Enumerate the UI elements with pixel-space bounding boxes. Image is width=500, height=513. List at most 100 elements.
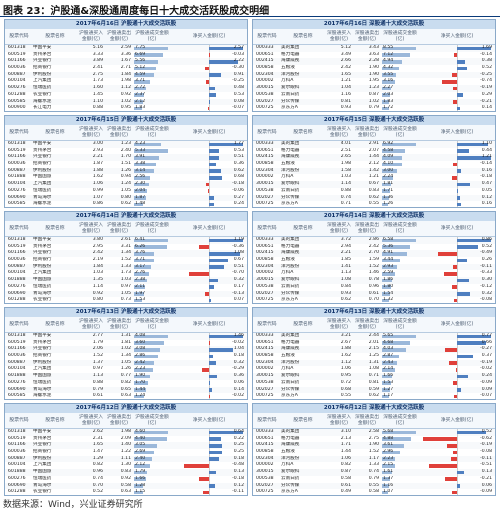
sell-amount: 1.25 [368,353,379,359]
net-buy-amount: -0.18 [232,475,244,481]
net-buy-amount: 0.32 [233,277,244,283]
stock-name: 伊利股份 [33,455,52,461]
net-buy-cell: 0.25 [171,449,247,456]
table-row: 600519 贵州茅台 2.31 2.09 4.40 0.22 [5,435,247,443]
net-buy-cell: 0.62 [171,167,247,175]
table-row: 000725 京东方A 0.49 0.58 1.07 -0.09 [253,489,495,495]
buy-amount: 1.14 [340,181,351,187]
net-buy-cell: -0.02 [171,339,247,347]
net-buy-bar [457,484,461,488]
buy-amount: 0.87 [340,469,351,475]
net-buy-bar [205,292,209,296]
stock-code: 300015 [256,373,274,379]
stock-code: 600690 [8,290,26,296]
buy-amount: 0.96 [92,469,103,475]
stock-name: 招商银行 [33,449,52,455]
net-buy-cell: 0.48 [171,85,247,92]
sell-amount: 0.95 [120,105,131,111]
buy-amount: 2.21 [340,250,351,256]
buy-amount: 0.79 [92,386,103,392]
table-row: 600276 恒瑞医药 1.14 0.97 2.11 0.17 [5,283,247,291]
net-buy-cell: 0.07 [171,297,247,303]
net-buy-amount: -0.07 [480,393,492,399]
net-buy-bar [209,298,211,303]
net-buy-amount: 1.08 [233,250,244,256]
turnover-bar [382,79,395,84]
stock-code: 002415 [256,250,274,256]
net-buy-bar [457,155,491,160]
net-buy-bar [209,334,243,339]
table-row: 000651 格力电器 2.94 2.42 5.36 0.52 [253,243,495,251]
column-header: 净买入金额(亿) [192,129,226,135]
turnover-amount: 7.75 [135,45,146,50]
turnover-bar [382,470,392,475]
table-row: 002415 海康威视 2.65 1.44 4.09 1.21 [253,154,495,162]
table-row: 000725 京东方A 0.93 0.79 1.72 0.14 [253,105,495,111]
table-row: 600690 青岛海尔 0.92 1.05 1.97 -0.13 [5,290,247,298]
net-buy-amount: 0.47 [481,181,492,187]
stock-code: 600690 [8,482,26,488]
column-header: 深股通成交金额(亿) [383,127,417,138]
net-buy-cell: 0.32 [171,277,247,284]
stock-code: 000858 [256,257,274,263]
buy-amount: 0.99 [92,187,103,193]
sell-amount: 1.73 [120,270,131,276]
net-buy-bar [189,271,209,276]
turnover-bar [382,271,396,276]
turnover-cell: 1.28 [133,483,171,490]
net-buy-cell: -0.25 [171,78,247,86]
net-axis [209,366,210,374]
net-buy-cell: -0.14 [419,51,495,59]
stock-name: 云南白药 [281,283,300,289]
stock-code: 000858 [256,161,274,167]
turnover-bar [134,182,149,187]
net-buy-cell: -0.21 [419,98,495,106]
turnover-bar [382,245,410,249]
net-buy-cell: 0.13 [171,469,247,476]
net-buy-cell: -0.08 [419,297,495,303]
sell-amount: 3.31 [120,243,131,249]
table-row: 000651 格力电器 2.51 2.07 4.58 0.44 [253,147,495,155]
table-row: 600036 招商银行 1.87 1.51 3.38 0.36 [5,161,247,168]
net-buy-bar [209,354,214,359]
turnover-bar [134,66,157,71]
buy-amount: 1.73 [92,78,103,84]
stock-code: 601888 [8,277,26,283]
turnover-cell: 1.66 [381,373,419,380]
net-buy-bar [209,238,243,243]
net-buy-amount: 0.24 [481,373,492,379]
buy-amount: 0.93 [340,105,351,111]
net-buy-cell: 0.77 [419,333,495,340]
turnover-bar [134,93,145,98]
net-buy-bar [209,251,240,256]
column-header: 沪股通买入金额(亿) [79,127,103,138]
table-row: 600276 恒瑞医药 0.99 1.05 2.04 -0.06 [5,187,247,195]
buy-amount: 0.88 [92,379,103,385]
buy-amount: 1.35 [92,277,103,283]
net-axis [457,174,458,182]
net-axis [457,297,458,303]
buy-amount: 0.80 [92,297,103,303]
turnover-bar [134,347,160,352]
turnover-cell: 1.86 [381,277,419,284]
net-buy-cell: -0.07 [419,393,495,399]
net-buy-bar [457,189,459,194]
net-buy-amount: 1.69 [481,45,492,50]
table-row: 000002 万科A 1.06 1.08 2.14 -0.02 [253,366,495,374]
net-buy-amount: 0.24 [233,201,244,207]
table-row: 601888 中国国旅 0.96 0.83 1.79 0.13 [5,469,247,476]
buy-amount: 2.41 [92,65,103,71]
net-buy-amount: 0.77 [481,333,492,338]
turnover-bar [134,470,148,475]
turnover-cell: 3.71 [133,257,171,264]
net-buy-bar [429,463,457,468]
net-axis [457,455,458,463]
table-row: 002415 海康威视 1.71 1.90 3.61 -0.19 [253,442,495,450]
turnover-cell: 1.17 [381,393,419,399]
sell-amount: 1.26 [120,366,131,372]
net-buy-amount: 0.51 [233,154,244,160]
turnover-amount: 7.12 [383,51,394,57]
turnover-bar [134,463,150,468]
sell-amount: 1.84 [120,71,131,77]
sell-amount: 0.67 [368,181,379,187]
